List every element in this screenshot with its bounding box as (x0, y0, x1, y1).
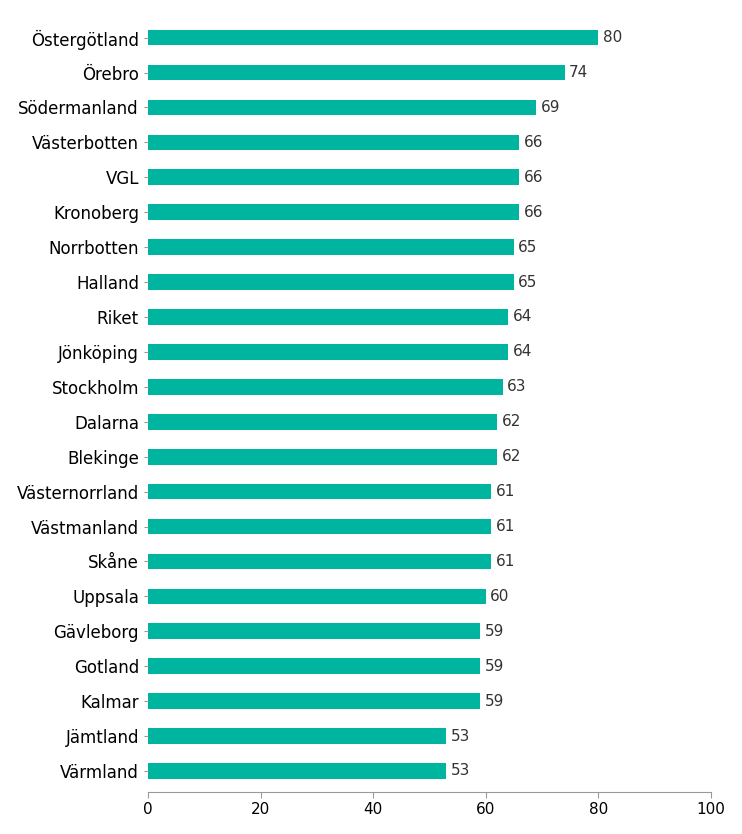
Bar (148, 309, 508, 325)
Bar (148, 99, 536, 115)
Bar (148, 624, 480, 639)
Text: 61: 61 (496, 519, 515, 534)
Text: 66: 66 (524, 204, 543, 219)
Bar (148, 449, 497, 465)
Text: 63: 63 (507, 379, 527, 394)
Bar (148, 30, 598, 46)
Text: 53: 53 (451, 729, 470, 744)
Bar (148, 519, 491, 535)
Text: 62: 62 (502, 414, 521, 430)
Text: 80: 80 (603, 30, 622, 45)
Text: 61: 61 (496, 554, 515, 569)
Text: 64: 64 (513, 344, 532, 359)
Bar (148, 379, 502, 394)
Text: 59: 59 (485, 659, 504, 674)
Bar (148, 274, 514, 290)
Bar (148, 204, 519, 220)
Text: 62: 62 (502, 450, 521, 465)
Text: 69: 69 (541, 100, 560, 115)
Bar (148, 658, 480, 674)
Bar (148, 693, 480, 709)
Text: 53: 53 (451, 763, 470, 778)
Bar (148, 344, 508, 359)
Bar (148, 589, 486, 604)
Text: 74: 74 (569, 65, 588, 80)
Bar (148, 414, 497, 430)
Bar (148, 728, 446, 744)
Text: 60: 60 (490, 589, 510, 604)
Text: 66: 66 (524, 170, 543, 185)
Bar (148, 134, 519, 150)
Text: 64: 64 (513, 309, 532, 324)
Text: 65: 65 (519, 239, 538, 254)
Bar (148, 239, 514, 255)
Bar (148, 763, 446, 779)
Text: 66: 66 (524, 135, 543, 150)
Bar (148, 65, 565, 80)
Text: 59: 59 (485, 624, 504, 639)
Text: 65: 65 (519, 274, 538, 289)
Text: 59: 59 (485, 694, 504, 709)
Bar (148, 484, 491, 500)
Text: 61: 61 (496, 484, 515, 499)
Bar (148, 169, 519, 185)
Bar (148, 554, 491, 570)
